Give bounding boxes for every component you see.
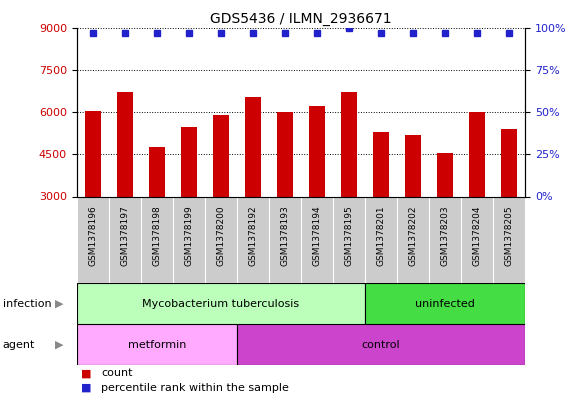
Text: uninfected: uninfected [415,299,475,309]
Bar [77,283,365,324]
Text: GSM1378197: GSM1378197 [120,205,130,266]
Text: GSM1378203: GSM1378203 [441,205,450,266]
Text: GSM1378196: GSM1378196 [88,205,97,266]
Text: GSM1378200: GSM1378200 [216,205,225,266]
Text: GSM1378198: GSM1378198 [152,205,161,266]
Bar [309,107,325,196]
Text: control: control [362,340,400,350]
Text: infection: infection [3,299,52,309]
Text: GSM1378195: GSM1378195 [345,205,354,266]
Bar [181,127,197,196]
Bar [277,112,293,196]
Text: ■: ■ [81,368,91,378]
Title: GDS5436 / ILMN_2936671: GDS5436 / ILMN_2936671 [210,13,392,26]
Bar [117,92,133,196]
Text: GSM1378193: GSM1378193 [281,205,290,266]
Text: GSM1378201: GSM1378201 [377,205,386,266]
Bar [502,129,517,196]
Text: ▶: ▶ [56,299,64,309]
Text: percentile rank within the sample: percentile rank within the sample [101,383,289,393]
Text: GSM1378202: GSM1378202 [409,205,417,266]
Bar [213,115,229,196]
Bar [77,324,237,365]
Text: GSM1378192: GSM1378192 [248,205,257,266]
Bar [437,153,453,196]
Text: GSM1378204: GSM1378204 [473,205,482,266]
Bar [341,92,357,196]
Text: GSM1378199: GSM1378199 [185,205,193,266]
Text: ■: ■ [81,383,91,393]
Text: count: count [101,368,133,378]
Bar [373,132,389,196]
Text: GSM1378205: GSM1378205 [505,205,514,266]
Text: metformin: metformin [128,340,186,350]
Bar [365,283,525,324]
Text: agent: agent [3,340,35,350]
Text: Mycobacterium tuberculosis: Mycobacterium tuberculosis [143,299,299,309]
Bar [469,112,485,196]
Text: GSM1378194: GSM1378194 [312,205,321,266]
Text: ▶: ▶ [56,340,64,350]
Bar [405,134,421,196]
Bar [149,147,165,196]
Bar [85,111,101,196]
Bar [237,324,525,365]
Bar [245,97,261,196]
